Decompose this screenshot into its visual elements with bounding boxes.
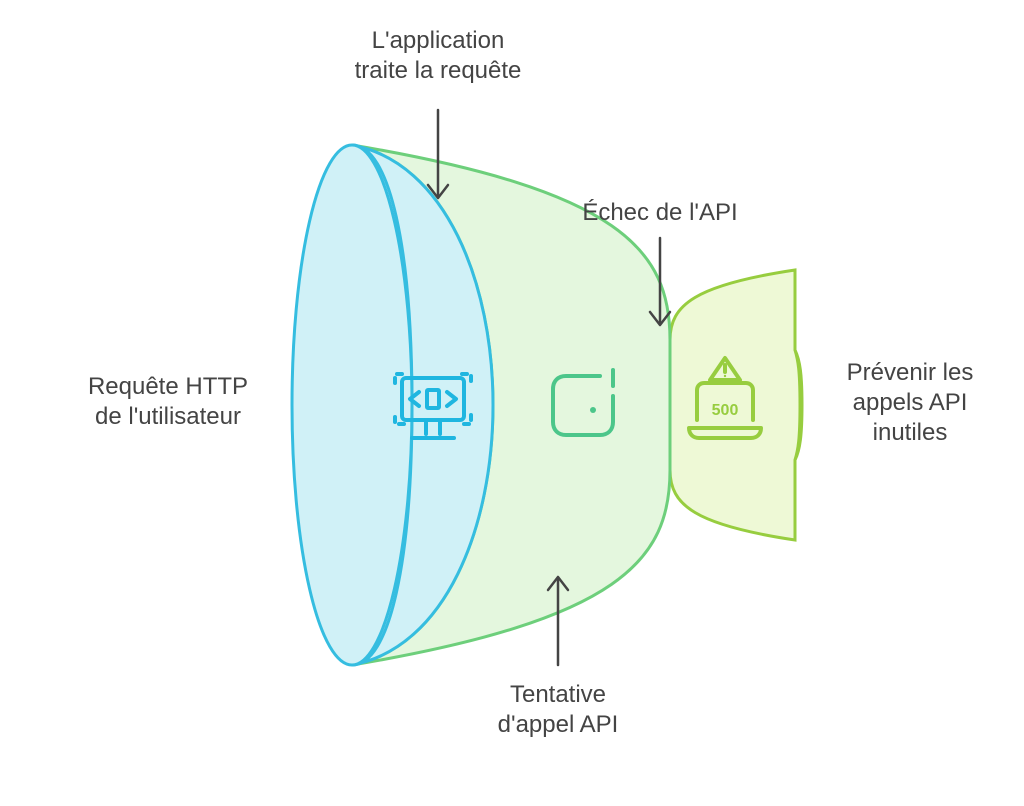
label-http-request: Requête HTTP de l'utilisateur [68, 372, 268, 432]
label-api-attempt: Tentative d'appel API [458, 680, 658, 740]
error-code-text: 500 [712, 402, 739, 419]
label-app-processes: L'application traite la requête [338, 26, 538, 86]
funnel-opening [292, 145, 412, 665]
label-api-failure: Échec de l'API [572, 198, 748, 228]
label-prevent-calls: Prévenir les appels API inutiles [820, 358, 1000, 448]
